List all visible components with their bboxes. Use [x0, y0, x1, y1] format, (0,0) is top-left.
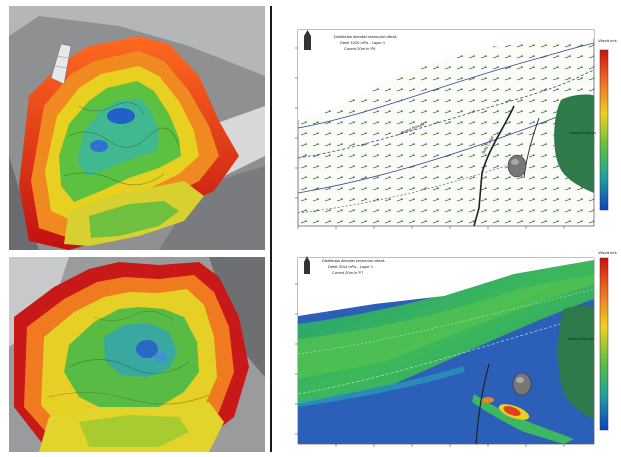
colorbar-label-bottom: Viteză m/s: [598, 250, 617, 255]
island-label-top: Insula Ostrovu: [570, 130, 596, 135]
colorbar-label-top: Viteză m/s: [598, 38, 617, 43]
island-label-bottom: Insula Ostrovu: [568, 336, 594, 341]
map-title-top-2: Debit 1020 m³/s - Layer 1: [340, 40, 386, 45]
vector-map-top: Bratul Borcea Bala Canal Insula Ostrovu …: [274, 8, 620, 240]
terrain-3d-top: [9, 6, 265, 250]
velocity-map-bottom: Insula Ostrovu Distribuția direcției vec…: [274, 244, 620, 454]
map-title-top-3: Curent 20m în P9: [344, 46, 376, 51]
north-arrow-icon: [304, 30, 311, 50]
north-arrow-icon: [304, 256, 310, 274]
map-title-bottom-3: Curent 20m în P7: [332, 270, 364, 275]
terrain-3d-bottom: [9, 257, 265, 452]
panel-divider: [270, 6, 272, 452]
map-title-bottom-1: Distribuția direcției vectorului viteză: [322, 258, 385, 263]
map-title-top-1: Distribuția direcției vectorului viteză: [334, 34, 397, 39]
colorbar-top: [599, 49, 609, 211]
map-title-bottom-2: Debit 2014 m³/s - Layer 1: [328, 264, 374, 269]
colorbar-bottom: [599, 257, 609, 431]
